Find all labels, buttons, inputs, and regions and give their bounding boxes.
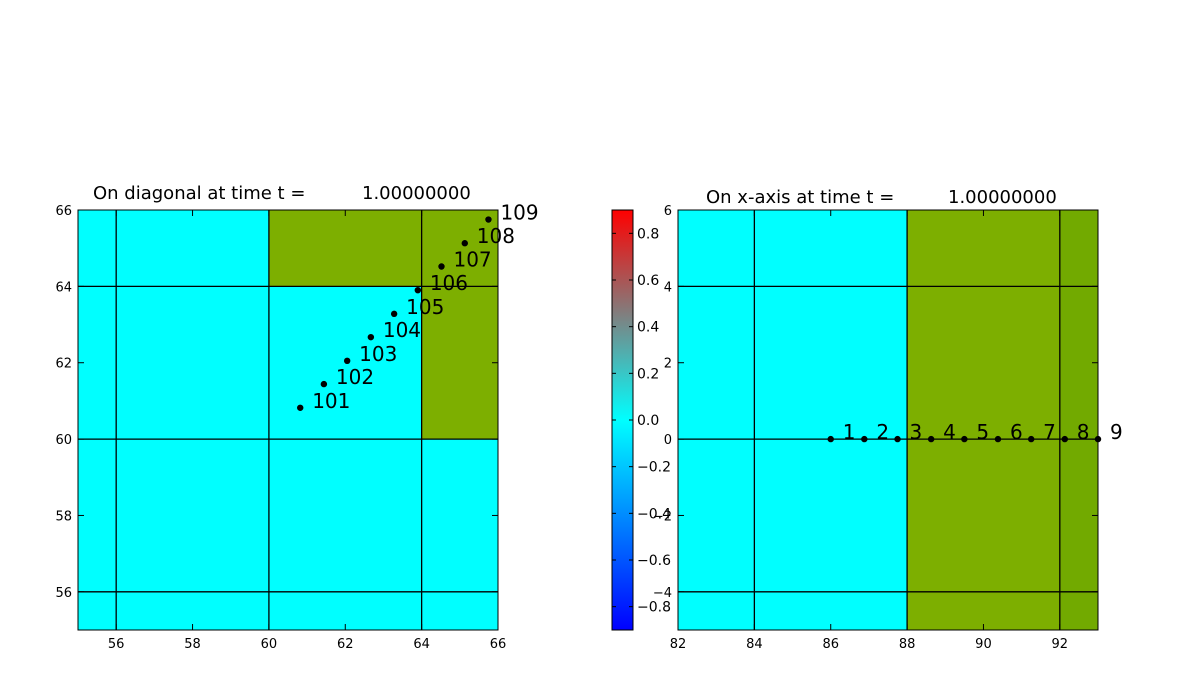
- x-tick-label: 84: [746, 637, 763, 652]
- diagonal-time-value: 1.00000000: [362, 183, 471, 204]
- data-point-label: 1: [843, 420, 856, 444]
- data-point-label: 2: [876, 420, 889, 444]
- y-tick-label: 64: [55, 280, 72, 295]
- data-point: [861, 435, 868, 443]
- x-tick-label: 66: [490, 637, 507, 652]
- data-point: [297, 404, 304, 411]
- colorbar-tick-label: 0.4: [637, 320, 659, 336]
- y-tick-label: 58: [55, 509, 72, 524]
- background-cell: [1059, 210, 1098, 630]
- y-tick-label: 56: [55, 586, 72, 601]
- colorbar-tick-label: −0.4: [637, 506, 671, 522]
- data-point: [438, 263, 445, 270]
- data-point: [827, 435, 834, 443]
- diagonal-plot-area: 56 58 60 62 64 665658606264661011021031041051…: [55, 201, 538, 652]
- x-tick-label: 82: [670, 637, 687, 652]
- colorbar-ticks: 0.8 0.6 0.4 0.2 0.0 −0.2 −0.4 −0.6 −0.8: [612, 226, 671, 616]
- axes-frame: [677, 209, 1099, 631]
- data-point: [1094, 435, 1102, 443]
- data-point: [414, 286, 422, 294]
- colorbar-tick-label: 0.6: [637, 273, 659, 289]
- data-point: [994, 435, 1002, 443]
- y-tick-label: 2: [664, 357, 672, 372]
- data-point-label: 106: [430, 271, 468, 295]
- x-axis-panel: On x-axis at time t = 1.00000000 82 84 86 8…: [653, 187, 1123, 652]
- x-tick-label: 60: [261, 637, 278, 652]
- data-point-label: 105: [406, 295, 444, 319]
- y-tick-label: 66: [55, 204, 72, 219]
- data-point-label: 7: [1043, 420, 1056, 444]
- background-cell: [907, 210, 1060, 630]
- x-axis-time-value: 1.00000000: [948, 187, 1057, 208]
- data-point-label: 6: [1010, 420, 1023, 444]
- axes-frame: [77, 209, 499, 631]
- x-tick-label: 86: [822, 637, 839, 652]
- data-point: [927, 435, 935, 443]
- x-tick-label: 88: [899, 637, 916, 652]
- y-tick-label: −2: [653, 509, 672, 524]
- x-tick-label: 92: [1052, 637, 1069, 652]
- x-tick-label: 58: [184, 637, 201, 652]
- data-point-label: 9: [1110, 420, 1123, 444]
- colorbar-tick-label: −0.8: [637, 600, 671, 616]
- background-cell: [268, 286, 422, 630]
- x-tick-label: 56: [108, 637, 125, 652]
- x-tick-label: 62: [337, 637, 354, 652]
- x-tick-label: 64: [413, 637, 430, 652]
- data-point-label: 109: [500, 201, 538, 225]
- x-axis-title: On x-axis at time t =: [706, 187, 894, 208]
- data-point: [485, 216, 492, 223]
- data-point: [367, 333, 375, 341]
- data-point-label: 103: [359, 342, 397, 366]
- background-cell: [421, 439, 498, 630]
- background-cell: [268, 210, 422, 287]
- colorbar: 0.8 0.6 0.4 0.2 0.0 −0.2 −0.4 −0.6 −0.8: [611, 209, 671, 631]
- data-point-label: 4: [943, 420, 956, 444]
- data-point: [343, 357, 351, 365]
- y-tick-label: 6: [664, 204, 672, 219]
- y-tick-label: 60: [55, 433, 72, 448]
- diagonal-title: On diagonal at time t =: [93, 183, 305, 204]
- diagonal-panel: On diagonal at time t = 1.00000000 56 58 6…: [55, 183, 538, 652]
- data-point: [961, 435, 968, 443]
- data-point: [1061, 435, 1068, 443]
- background-cell: [78, 210, 269, 630]
- data-point-label: 104: [383, 318, 421, 342]
- data-point-label: 8: [1077, 420, 1090, 444]
- data-point-label: 108: [477, 224, 515, 248]
- data-point-label: 3: [910, 420, 923, 444]
- data-point: [320, 380, 328, 388]
- x-tick-label: 90: [975, 637, 992, 652]
- data-point-label: 5: [976, 420, 989, 444]
- y-tick-label: 62: [55, 357, 72, 372]
- colorbar-tick-label: 0.0: [637, 413, 659, 429]
- data-point-label: 101: [312, 389, 350, 413]
- data-point: [894, 435, 901, 443]
- colorbar-tick-label: −0.6: [637, 553, 671, 569]
- data-point: [390, 310, 398, 318]
- y-tick-label: 4: [664, 280, 672, 295]
- background-cell: [678, 210, 908, 630]
- colorbar-tick-label: 0.2: [637, 366, 659, 382]
- data-point-label: 102: [336, 365, 374, 389]
- colorbar-tick-label: 0.8: [637, 226, 659, 242]
- colorbar-tick-label: −0.2: [637, 460, 671, 476]
- background-cell: [421, 210, 498, 440]
- data-point: [461, 240, 468, 247]
- y-tick-label: 0: [664, 433, 672, 448]
- y-tick-label: −4: [653, 586, 672, 601]
- data-point-label: 107: [453, 248, 491, 272]
- data-point: [1027, 435, 1035, 443]
